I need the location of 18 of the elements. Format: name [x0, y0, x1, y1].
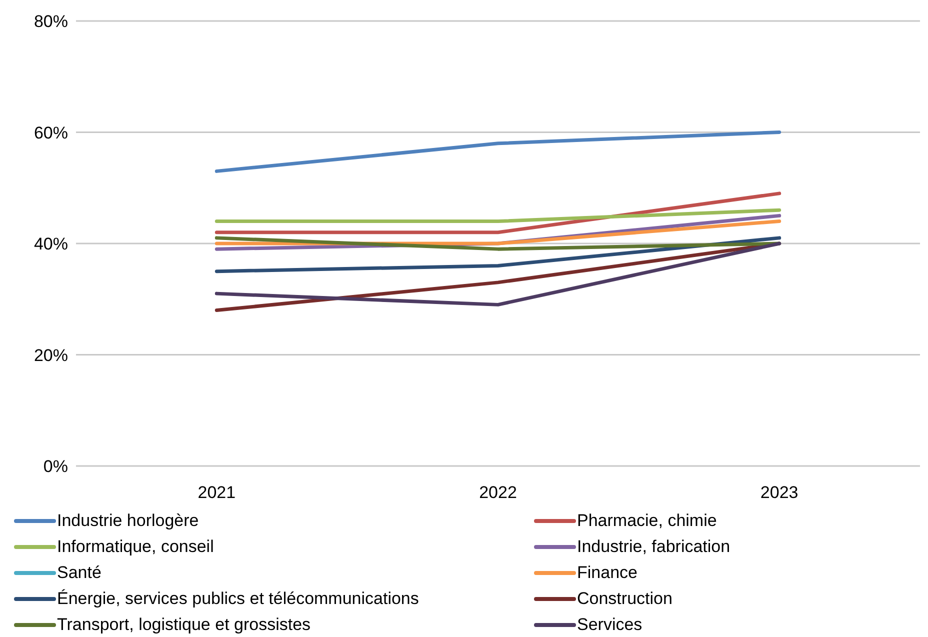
y-tick-label: 40%: [34, 234, 68, 254]
legend-label: Industrie, fabrication: [577, 537, 730, 557]
legend-label: Pharmacie, chimie: [577, 511, 717, 531]
legend-label: Services: [577, 615, 642, 635]
x-tick-label: 2022: [479, 483, 517, 502]
y-tick-label: 20%: [34, 346, 68, 365]
y-tick-label: 80%: [34, 12, 68, 32]
legend-label: Énergie, services publics et télécommunications: [57, 589, 419, 609]
legend-label: Finance: [577, 563, 638, 583]
legend-label: Informatique, conseil: [57, 537, 214, 557]
y-tick-label: 0%: [43, 457, 68, 476]
legend-label: Transport, logistique et grossistes: [57, 615, 311, 635]
x-tick-label: 2023: [760, 483, 798, 502]
y-tick-label: 60%: [34, 123, 68, 142]
x-tick-label: 2021: [198, 483, 236, 502]
legend-label: Santé: [57, 563, 102, 583]
legend-label: Industrie horlogère: [57, 511, 199, 531]
legend-label: Construction: [577, 589, 672, 609]
